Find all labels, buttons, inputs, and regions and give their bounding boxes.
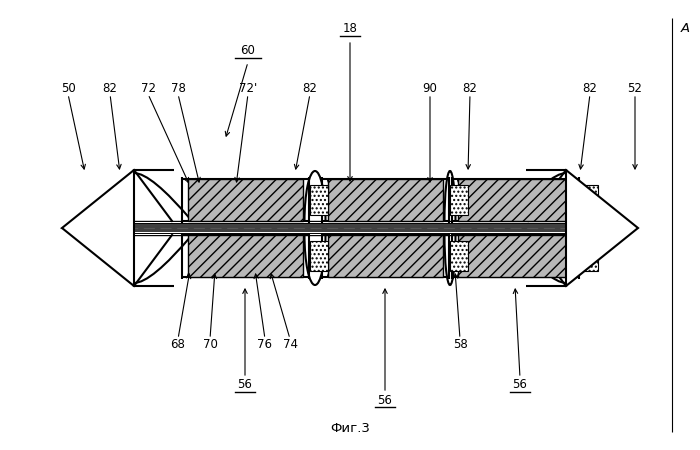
Text: 78: 78	[171, 81, 186, 94]
Text: 56: 56	[377, 393, 393, 406]
Text: 60: 60	[241, 44, 256, 57]
Bar	[328, 179, 442, 221]
Bar	[105, 221, 595, 223]
Text: 50: 50	[61, 81, 76, 94]
Text: 72: 72	[141, 81, 155, 94]
Bar	[309, 241, 328, 271]
Text: Фиг.3: Фиг.3	[330, 422, 370, 435]
Text: 82: 82	[103, 81, 118, 94]
Text: 70: 70	[202, 338, 218, 351]
Text: 82: 82	[463, 81, 477, 94]
Bar	[458, 179, 573, 221]
Polygon shape	[62, 170, 134, 286]
Text: 82: 82	[582, 81, 597, 94]
Text: 56: 56	[512, 378, 527, 392]
Bar	[188, 235, 302, 277]
Text: A: A	[680, 22, 690, 35]
Bar	[309, 185, 328, 215]
Text: 90: 90	[423, 81, 438, 94]
Bar	[580, 241, 598, 271]
Polygon shape	[566, 170, 638, 286]
Bar	[580, 185, 598, 215]
Bar	[449, 241, 468, 271]
Bar	[105, 233, 595, 235]
Bar	[328, 235, 442, 277]
Text: 76: 76	[258, 338, 272, 351]
Text: 56: 56	[237, 378, 253, 392]
Text: 82: 82	[302, 81, 317, 94]
Bar	[105, 224, 595, 232]
Text: 52: 52	[628, 81, 643, 94]
Bar	[188, 179, 302, 221]
Text: 18: 18	[342, 22, 358, 35]
Text: 74: 74	[283, 338, 298, 351]
Bar	[449, 185, 468, 215]
Text: 72': 72'	[239, 81, 257, 94]
Text: 58: 58	[453, 338, 468, 351]
Bar	[458, 235, 573, 277]
Text: 68: 68	[171, 338, 186, 351]
